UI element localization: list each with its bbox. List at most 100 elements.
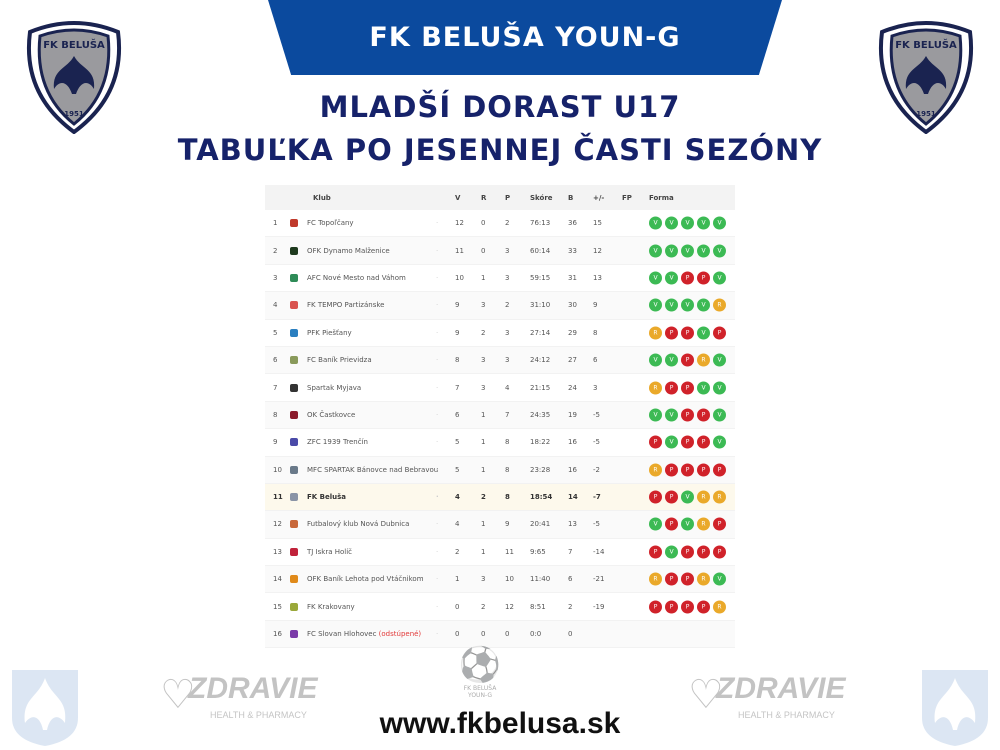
draws: 1 — [481, 410, 486, 419]
club-name[interactable]: OFK Dynamo Malženice — [307, 246, 390, 255]
table-row[interactable]: 2 OFK Dynamo Malženice · 11 0 3 60:14 33… — [265, 237, 735, 265]
draws: 3 — [481, 301, 486, 310]
wins: 5 — [455, 465, 460, 474]
form-badge: V — [665, 298, 678, 312]
score: 24:35 — [530, 410, 551, 419]
losses: 10 — [505, 575, 514, 584]
club-name[interactable]: OFK Baník Lehota pod Vtáčnikom — [307, 575, 424, 584]
table-row[interactable]: 9 ZFC 1939 Trenčín · 5 1 8 18:22 16 -5 P… — [265, 429, 735, 457]
club-logo-icon — [290, 410, 298, 419]
club-name[interactable]: Spartak Myjava — [307, 383, 362, 392]
club-name[interactable]: FK Beluša — [307, 493, 346, 502]
points: 14 — [568, 493, 578, 502]
club-name[interactable]: FK Krakovany — [307, 602, 355, 611]
club-name[interactable]: OK Častkovce — [307, 410, 356, 419]
col-diff[interactable]: +/- — [593, 193, 605, 202]
table-row[interactable]: 12 Futbalový klub Nová Dubnica · 4 1 9 2… — [265, 511, 735, 539]
youth-team-logo: ⚽ FK BELUŠA YOUN-G — [450, 645, 510, 699]
club-name[interactable]: ZFC 1939 Trenčín — [307, 438, 368, 447]
form-badge: P — [681, 572, 694, 586]
form-badge: P — [665, 326, 678, 340]
points: 16 — [568, 465, 577, 474]
points: 0 — [568, 630, 573, 639]
col-p[interactable]: P — [505, 193, 511, 202]
losses: 3 — [505, 356, 510, 365]
col-r[interactable]: R — [481, 193, 487, 202]
form-badge: P — [697, 463, 710, 477]
form-badge: P — [665, 600, 678, 614]
club-name[interactable]: FC Slovan Hlohovec (odstúpené) — [307, 630, 422, 639]
goal-diff: -5 — [593, 410, 600, 419]
score: 60:14 — [530, 246, 551, 255]
form-badge: P — [665, 517, 678, 531]
position: 3 — [273, 273, 278, 282]
form-badge: V — [649, 517, 662, 531]
form-badge: P — [681, 326, 694, 340]
losses: 4 — [505, 383, 510, 392]
form-badge: P — [649, 545, 662, 559]
form-badge: R — [649, 381, 662, 395]
position: 14 — [273, 575, 282, 584]
title-banner: FK BELUŠA YOUN-G — [268, 0, 782, 75]
table-row[interactable]: 10 MFC SPARTAK Bánovce nad Bebravou · 5 … — [265, 456, 735, 484]
col-v[interactable]: V — [455, 193, 461, 202]
form-badge: V — [681, 517, 694, 531]
wins: 1 — [455, 575, 460, 584]
club-name[interactable]: FK TEMPO Partizánske — [307, 301, 385, 310]
club-name[interactable]: Futbalový klub Nová Dubnica — [307, 520, 410, 529]
losses: 9 — [505, 520, 510, 529]
club-logo-icon — [290, 547, 298, 556]
form-badge: P — [681, 408, 694, 422]
club-logo-icon — [290, 438, 298, 447]
col-form: Forma — [649, 193, 674, 202]
wins: 5 — [455, 438, 460, 447]
withdrawn-note: (odstúpené) — [378, 630, 422, 639]
losses: 8 — [505, 493, 510, 502]
website-link[interactable]: www.fkbelusa.sk — [379, 707, 621, 740]
col-b[interactable]: B — [568, 193, 574, 202]
goal-diff: -19 — [593, 602, 605, 611]
table-row[interactable]: 16 FC Slovan Hlohovec (odstúpené) · 0 0 … — [265, 620, 735, 649]
separator-dot: · — [436, 383, 439, 392]
separator-dot: · — [436, 273, 439, 282]
club-name[interactable]: PFK Piešťany — [307, 328, 352, 337]
table-row[interactable]: 6 FC Baník Prievidza · 8 3 3 24:12 27 6 … — [265, 346, 735, 375]
form-badge: V — [681, 244, 694, 258]
wins: 11 — [455, 246, 464, 255]
form-badge: P — [665, 572, 678, 586]
table-row[interactable]: 3 AFC Nové Mesto nad Váhom · 10 1 3 59:1… — [265, 265, 735, 293]
form-badge: V — [713, 572, 726, 586]
score: 31:10 — [530, 301, 551, 310]
club-name[interactable]: FC Baník Prievidza — [307, 356, 372, 365]
club-name[interactable]: FC Topoľčany — [307, 219, 354, 228]
separator-dot: · — [436, 630, 439, 639]
club-name[interactable]: MFC SPARTAK Bánovce nad Bebravou — [307, 465, 439, 474]
points: 36 — [568, 219, 577, 228]
col-klub[interactable]: Klub — [313, 193, 331, 202]
goal-diff: -14 — [593, 547, 605, 556]
points: 7 — [568, 547, 573, 556]
form-badge: R — [713, 600, 726, 614]
form-badge: P — [681, 463, 694, 477]
table-row[interactable]: 4 FK TEMPO Partizánske · 9 3 2 31:10 30 … — [265, 292, 735, 320]
club-name[interactable]: TJ Iskra Holíč — [307, 547, 353, 556]
losses: 11 — [505, 547, 514, 556]
form-badge: V — [649, 408, 662, 422]
score: 0:0 — [530, 630, 542, 639]
col-score[interactable]: Skóre — [530, 193, 553, 202]
draws: 3 — [481, 575, 486, 584]
col-fp[interactable]: FP — [622, 193, 632, 202]
form-badge: P — [665, 463, 678, 477]
table-row[interactable]: 14 OFK Baník Lehota pod Vtáčnikom · 1 3 … — [265, 566, 735, 594]
score: 8:51 — [530, 602, 546, 611]
club-name[interactable]: AFC Nové Mesto nad Váhom — [307, 273, 406, 282]
